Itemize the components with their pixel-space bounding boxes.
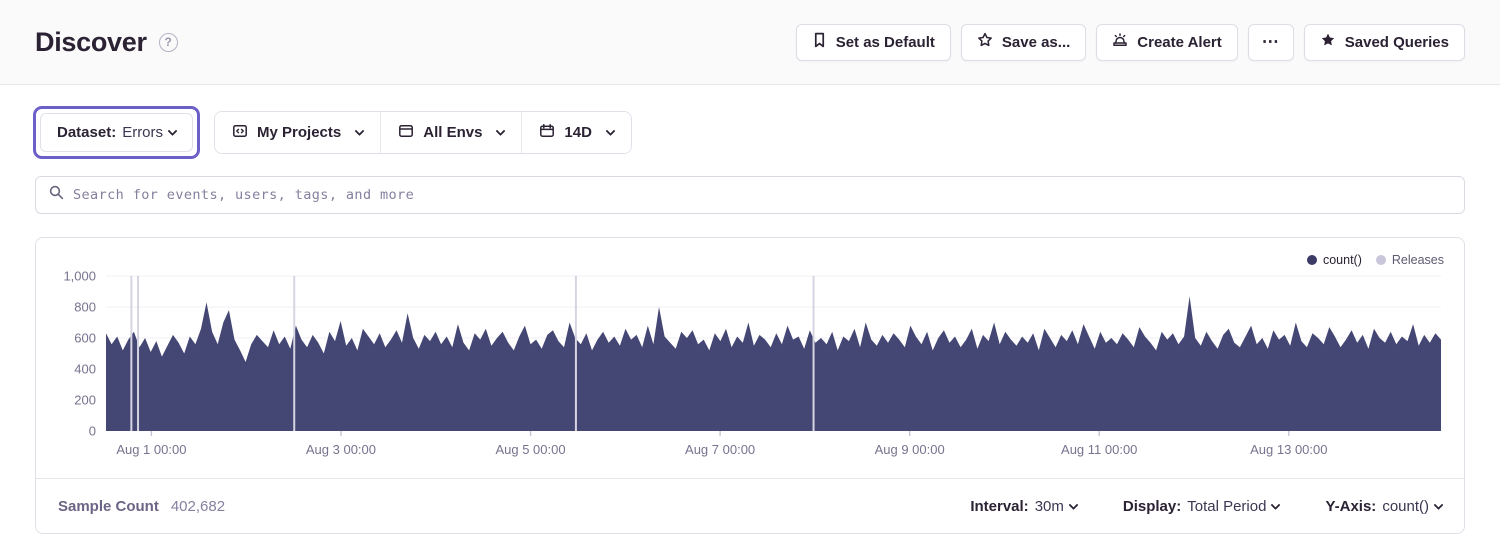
chevron-down-icon	[167, 126, 178, 137]
count-series-dot	[1306, 255, 1317, 265]
dataset-focus-ring: Dataset: Errors	[33, 106, 201, 159]
projects-dropdown[interactable]: My Projects	[215, 112, 381, 153]
events-area-chart[interactable]: 0 200 400 600 800 1,000 Aug 1 00:00 Aug 3 00:00…	[36, 238, 1464, 479]
window-icon	[398, 123, 414, 143]
saved-queries-button[interactable]: Saved Queries	[1303, 23, 1465, 61]
siren-icon	[1112, 32, 1128, 52]
svg-text:Aug 3 00:00: Aug 3 00:00	[306, 442, 376, 457]
star-outline-icon	[977, 32, 993, 52]
svg-text:Aug 9 00:00: Aug 9 00:00	[875, 442, 945, 457]
svg-text:0: 0	[89, 424, 96, 439]
sample-count: Sample Count 402,682	[58, 497, 226, 515]
save-as-button[interactable]: Save as...	[960, 23, 1087, 61]
legend-item-releases[interactable]: Releases	[1375, 253, 1444, 267]
page-filter-group: My Projects All Envs 14D	[214, 111, 632, 154]
page-title: Discover	[35, 26, 147, 57]
svg-text:Aug 11 00:00: Aug 11 00:00	[1061, 442, 1137, 457]
star-filled-icon	[1320, 32, 1336, 52]
legend-item-count[interactable]: count()	[1306, 253, 1362, 267]
chevron-down-icon	[354, 126, 365, 137]
dataset-dropdown[interactable]: Dataset: Errors	[40, 113, 194, 152]
interval-dropdown[interactable]: Interval: 30m	[970, 498, 1079, 515]
svg-text:Aug 13 00:00: Aug 13 00:00	[1250, 442, 1327, 457]
chevron-down-icon	[1068, 499, 1079, 510]
chart-controls: Interval: 30m Display: Total Period Y-Ax…	[970, 498, 1444, 515]
search-icon	[48, 184, 65, 206]
environments-dropdown[interactable]: All Envs	[380, 112, 522, 153]
projects-icon	[232, 123, 248, 143]
chevron-down-icon	[1433, 499, 1444, 510]
search-input[interactable]	[73, 187, 1452, 203]
set-as-default-button[interactable]: Set as Default	[795, 23, 951, 61]
svg-text:Aug 5 00:00: Aug 5 00:00	[495, 442, 565, 457]
more-options-button[interactable]: ⋯	[1247, 23, 1294, 61]
search-bar	[35, 176, 1465, 214]
calendar-icon	[539, 123, 555, 143]
bookmark-icon	[812, 32, 827, 52]
svg-text:800: 800	[74, 300, 96, 315]
chevron-down-icon	[495, 126, 506, 137]
sample-count-value: 402,682	[170, 497, 226, 515]
filter-bar: Dataset: Errors My Projects All Envs	[33, 106, 632, 159]
chevron-down-icon	[605, 126, 616, 137]
svg-text:600: 600	[74, 331, 96, 346]
svg-text:400: 400	[74, 362, 96, 377]
svg-text:Aug 7 00:00: Aug 7 00:00	[685, 442, 755, 457]
yaxis-dropdown[interactable]: Y-Axis: count()	[1325, 498, 1444, 515]
svg-text:1,000: 1,000	[63, 269, 96, 284]
help-icon[interactable]: ?	[158, 32, 178, 52]
create-alert-button[interactable]: Create Alert	[1096, 23, 1238, 61]
header-actions: Set as Default Save as... Create Alert ⋯	[795, 23, 1465, 61]
chart-footer: Sample Count 402,682 Interval: 30m Displ…	[36, 478, 1464, 533]
chevron-down-icon	[1271, 499, 1281, 510]
releases-series-dot	[1375, 255, 1386, 265]
ellipsis-icon: ⋯	[1261, 32, 1280, 51]
page-header: Discover ? Set as Default Save as... Cre…	[0, 0, 1500, 85]
svg-text:Aug 1 00:00: Aug 1 00:00	[116, 442, 186, 457]
chart-legend: count() Releases	[1306, 253, 1444, 267]
events-chart-card: count() Releases 0 200 400 600 800 1,000 Aug 1…	[35, 237, 1465, 534]
svg-text:200: 200	[74, 393, 96, 408]
display-dropdown[interactable]: Display: Total Period	[1123, 498, 1281, 515]
date-range-dropdown[interactable]: 14D	[521, 112, 631, 153]
